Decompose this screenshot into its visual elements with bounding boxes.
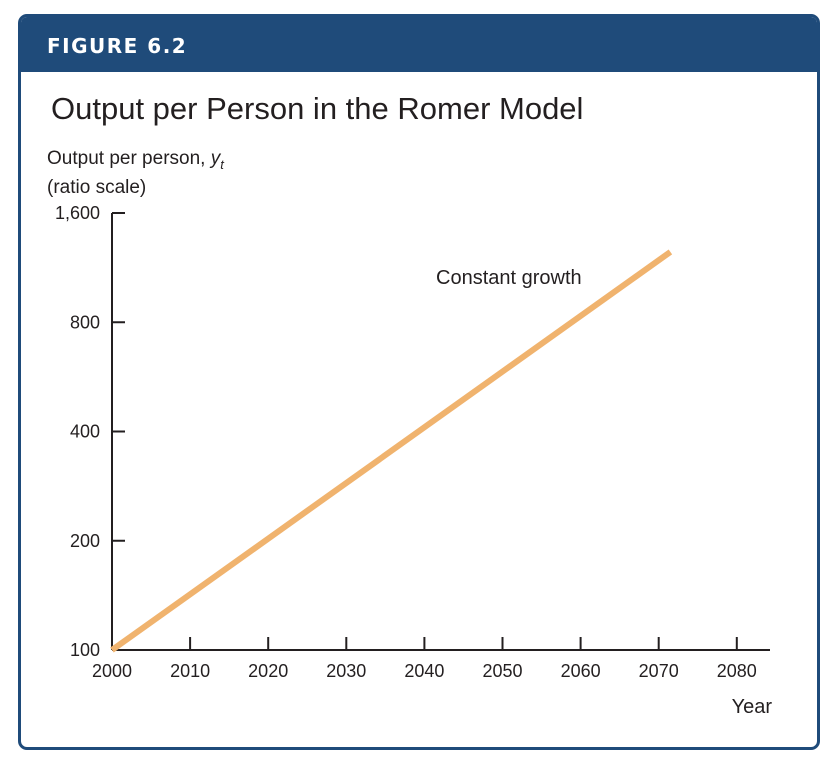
x-tick-label: 2010 bbox=[170, 661, 210, 681]
figure-frame: FIGURE 6.2 Output per Person in the Rome… bbox=[18, 14, 820, 750]
y-axis-label-line1: Output per person, yt bbox=[47, 148, 225, 172]
y-tick-label: 200 bbox=[70, 531, 100, 551]
x-tick-label: 2080 bbox=[717, 661, 757, 681]
y-tick-label: 100 bbox=[70, 640, 100, 660]
figure-banner: FIGURE 6.2 bbox=[21, 17, 817, 72]
y-tick-label: 1,600 bbox=[55, 203, 100, 223]
x-tick-label: 2040 bbox=[404, 661, 444, 681]
series-group bbox=[110, 249, 673, 653]
x-axis-label: Year bbox=[732, 696, 773, 718]
x-tick-label: 2000 bbox=[92, 661, 132, 681]
x-tick-label: 2020 bbox=[248, 661, 288, 681]
series-line-0 bbox=[110, 249, 673, 653]
x-tick-label: 2030 bbox=[326, 661, 366, 681]
x-tick-label: 2060 bbox=[561, 661, 601, 681]
y-axis-label-line2: (ratio scale) bbox=[47, 177, 146, 198]
axes: 100 200 400 800 1,600 2000 2010 2020 2030 2040 205… bbox=[55, 203, 770, 681]
x-tick-label: 2070 bbox=[639, 661, 679, 681]
y-tick-label: 400 bbox=[70, 422, 100, 442]
figure-label: FIGURE 6.2 bbox=[47, 34, 188, 58]
series-label-constant-growth: Constant growth bbox=[436, 267, 582, 289]
chart-title: Output per Person in the Romer Model bbox=[51, 91, 584, 126]
y-tick-label: 800 bbox=[70, 312, 100, 332]
x-tick-label: 2050 bbox=[482, 661, 522, 681]
